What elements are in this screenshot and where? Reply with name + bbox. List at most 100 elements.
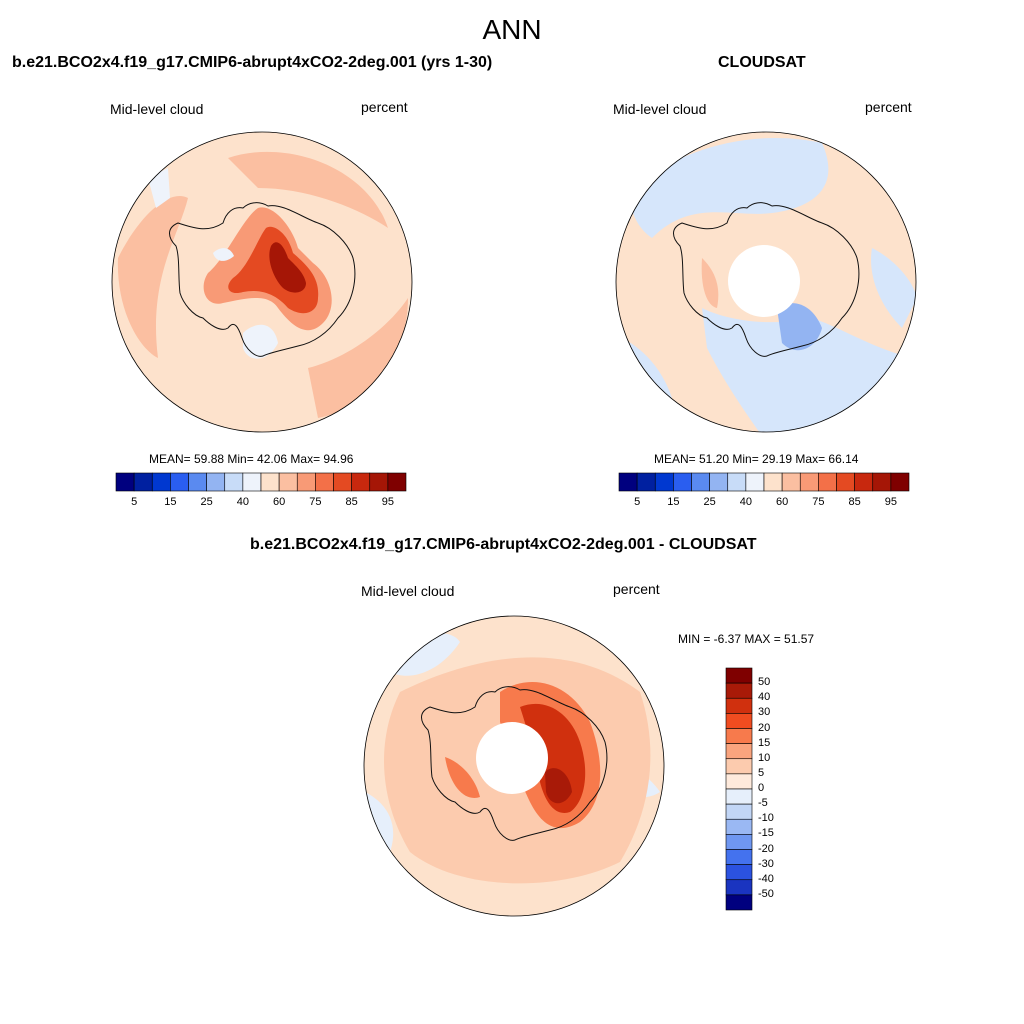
model-colorbar-swatch <box>151 472 171 492</box>
model-colorbar-tick-label: 40 <box>236 496 249 508</box>
diff-colorbar-swatch <box>725 803 753 820</box>
diff-colorbar-swatch <box>725 713 753 729</box>
model-colorbar <box>115 472 407 492</box>
obs-colorbar-swatch <box>854 472 874 492</box>
diff-polar-map <box>363 615 665 917</box>
model-colorbar-swatch <box>224 472 244 492</box>
diff-colorbar-tick-label: -15 <box>758 827 774 840</box>
obs-colorbar-tick-label: 95 <box>884 496 897 508</box>
diff-colorbar-tick-label: 5 <box>758 766 765 779</box>
obs-polar-map <box>615 131 917 433</box>
obs-colorbar-swatch <box>745 472 765 492</box>
obs-colorbar-tick-label: 75 <box>812 496 825 508</box>
diff-colorbar <box>725 667 753 911</box>
obs-colorbar-swatch <box>799 472 819 492</box>
figure-title: ANN <box>482 14 542 45</box>
model-colorbar-tick-label: 60 <box>273 496 286 508</box>
obs-colorbar-swatch <box>818 472 837 492</box>
obs-colorbar-tick-label: 40 <box>739 496 752 508</box>
model-colorbar-swatch <box>188 472 207 492</box>
diff-colorbar-swatch <box>725 728 753 744</box>
model-colorbar-swatch <box>369 472 389 492</box>
diff-units-label: percent <box>613 581 660 597</box>
diff-coastline <box>421 686 608 841</box>
obs-colorbar-swatch <box>781 472 801 492</box>
obs-colorbar-tick-label: 60 <box>776 496 789 508</box>
diff-colorbar-swatch <box>725 788 753 805</box>
diff-colorbar-tick-label: 15 <box>758 736 771 749</box>
model-colorbar-swatch <box>278 472 298 492</box>
diff-colorbar-swatch <box>725 879 753 896</box>
diff-stats: MIN = -6.37 MAX = 51.57 <box>678 632 815 646</box>
obs-units-label: percent <box>865 99 912 115</box>
model-colorbar-swatch <box>351 472 371 492</box>
model-colorbar-swatch <box>333 472 352 492</box>
diff-colorbar-tick-label: -30 <box>758 857 774 870</box>
diff-colorbar-tick-label: -20 <box>758 842 774 855</box>
model-coastline <box>169 202 356 357</box>
diff-colorbar-swatch <box>725 758 753 775</box>
obs-colorbar-swatch <box>654 472 674 492</box>
diff-colorbar-swatch <box>725 894 753 911</box>
model-colorbar-swatch <box>242 472 262 492</box>
diff-colorbar-tick-label: 50 <box>758 676 771 689</box>
obs-variable-label: Mid-level cloud <box>613 101 707 117</box>
diff-colorbar-tick-label: -5 <box>758 797 768 810</box>
obs-cloud-field <box>616 132 916 432</box>
model-panel-title: b.e21.BCO2x4.f19_g17.CMIP6-abrupt4xCO2-2… <box>12 54 493 71</box>
model-colorbar-tick-label: 75 <box>309 496 322 508</box>
diff-colorbar-tick-label: -40 <box>758 872 774 885</box>
model-colorbar-swatch <box>206 472 226 492</box>
obs-colorbar-swatch <box>709 472 729 492</box>
obs-colorbar-swatch <box>618 472 638 492</box>
obs-colorbar-swatch <box>727 472 747 492</box>
diff-colorbar-swatch <box>725 743 753 760</box>
model-colorbar-swatch <box>315 472 334 492</box>
diff-colorbar-swatch <box>725 849 753 865</box>
diff-colorbar-tick-label: -50 <box>758 887 774 900</box>
obs-colorbar-swatch <box>872 472 892 492</box>
model-colorbar-tick-label: 25 <box>200 496 213 508</box>
model-variable-label: Mid-level cloud <box>110 101 204 117</box>
model-colorbar-swatch <box>170 472 189 492</box>
model-colorbar-tick-label: 85 <box>345 496 358 508</box>
model-polar-map <box>111 131 413 433</box>
obs-panel-title: CLOUDSAT <box>718 54 806 71</box>
diff-colorbar-swatch <box>725 667 753 684</box>
diff-colorbar-swatch <box>725 818 753 835</box>
diff-colorbar-tick-label: 30 <box>758 706 771 719</box>
obs-colorbar-swatch <box>691 472 710 492</box>
diff-colorbar-tick-label: 40 <box>758 691 771 704</box>
model-cloud-field <box>112 132 412 432</box>
diff-colorbar-tick-label: 20 <box>758 721 771 734</box>
diff-cloud-field <box>364 616 664 916</box>
diff-colorbar-tick-label: -10 <box>758 812 774 825</box>
model-colorbar-tick-label: 15 <box>164 496 177 508</box>
obs-colorbar-swatch <box>763 472 783 492</box>
obs-colorbar-swatch <box>836 472 855 492</box>
model-colorbar-swatch <box>296 472 316 492</box>
model-colorbar-swatch <box>260 472 280 492</box>
diff-colorbar-tick-label: 10 <box>758 751 771 764</box>
obs-colorbar-tick-label: 5 <box>634 496 641 508</box>
diff-variable-label: Mid-level cloud <box>361 583 455 599</box>
diff-colorbar-swatch <box>725 834 753 850</box>
model-colorbar-tick-label: 5 <box>131 496 138 508</box>
model-colorbar-tick-label: 95 <box>381 496 394 508</box>
obs-colorbar-tick-label: 85 <box>848 496 861 508</box>
model-colorbar-swatch <box>115 472 135 492</box>
diff-panel-title: b.e21.BCO2x4.f19_g17.CMIP6-abrupt4xCO2-2… <box>250 536 757 553</box>
model-stats: MEAN= 59.88 Min= 42.06 Max= 94.96 <box>149 452 354 466</box>
diff-colorbar-swatch <box>725 773 753 790</box>
obs-coastline <box>673 202 860 357</box>
diff-colorbar-swatch <box>725 864 753 881</box>
obs-colorbar-swatch <box>673 472 692 492</box>
obs-colorbar <box>618 472 910 492</box>
model-colorbar-swatch <box>387 472 407 492</box>
model-colorbar-swatch <box>133 472 153 492</box>
obs-colorbar-tick-label: 25 <box>703 496 716 508</box>
diff-colorbar-swatch <box>725 682 753 699</box>
obs-colorbar-tick-label: 15 <box>667 496 680 508</box>
model-units-label: percent <box>361 99 408 115</box>
diff-colorbar-swatch <box>725 697 753 714</box>
